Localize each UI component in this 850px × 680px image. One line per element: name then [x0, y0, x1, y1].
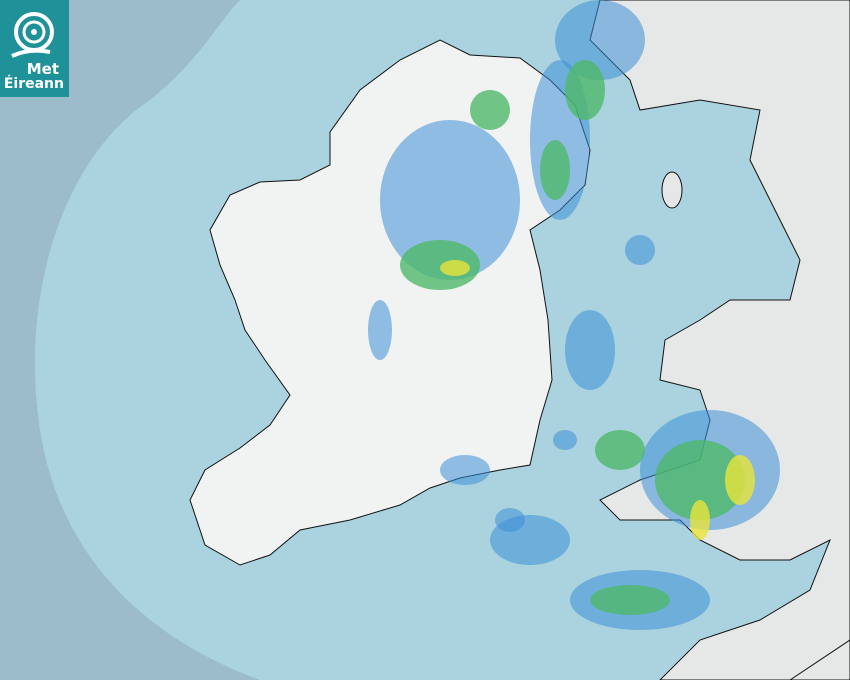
logo-text-met: Met [26, 60, 59, 78]
precipitation-echo-rain-moderate [565, 60, 605, 120]
precipitation-echo-rain-light [565, 310, 615, 390]
radar-precipitation [368, 0, 780, 630]
precipitation-echo-rain-light [368, 300, 392, 360]
precipitation-echo-rain-heavy [690, 500, 710, 540]
precipitation-echo-rain-light [380, 120, 520, 280]
precipitation-echo-rain-moderate [540, 140, 570, 200]
precipitation-echo-rain-heavy [725, 455, 755, 505]
met-eireann-logo[interactable]: Met Éireann [0, 0, 69, 97]
precipitation-echo-rain-light [495, 508, 525, 532]
precipitation-echo-rain-moderate [590, 585, 670, 615]
logo-text-eireann: Éireann [3, 76, 64, 92]
precipitation-echo-rain-moderate [595, 430, 645, 470]
precipitation-echo-rain-light [625, 235, 655, 265]
swirl-logo-icon [11, 12, 54, 58]
precipitation-echo-rain-moderate [400, 240, 480, 290]
precipitation-echo-rain-light [440, 455, 490, 485]
precipitation-echo-rain-light [555, 0, 645, 80]
precipitation-echo-rain-heavy [440, 260, 470, 276]
land-isle-of-man [661, 171, 683, 209]
precipitation-echo-rain-moderate [470, 90, 510, 130]
precipitation-echo-rain-light [553, 430, 577, 450]
precipitation-echo-rain-moderate [655, 440, 745, 520]
land-france-tip [789, 639, 850, 680]
